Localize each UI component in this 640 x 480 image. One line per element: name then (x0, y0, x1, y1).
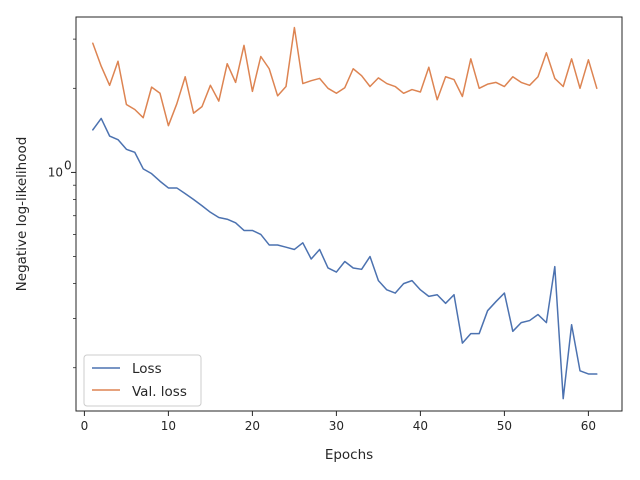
x-tick-label: 10 (161, 419, 176, 433)
x-tick-label: 50 (497, 419, 512, 433)
plot-background (76, 17, 622, 411)
series-layer (92, 26, 598, 400)
legend-label-val-loss: Val. loss (132, 384, 187, 400)
series-line-loss (92, 117, 598, 400)
y-axis-label: Negative log-likelihood (14, 137, 30, 292)
x-tick-label: 0 (81, 419, 89, 433)
x-tick-label: 40 (413, 419, 428, 433)
plot-frame (75, 16, 623, 412)
legend-label-loss: Loss (132, 361, 162, 377)
y-tick-exponent: 0 (64, 158, 72, 172)
series-line-val-loss (92, 26, 598, 127)
x-tick-label: 20 (245, 419, 260, 433)
x-axis-label: Epochs (325, 447, 373, 463)
x-tick-label: 60 (581, 419, 596, 433)
y-tick-label: 10 (48, 165, 63, 179)
legend: Loss Val. loss (83, 354, 202, 407)
y-axis-ticks: 10 0 (48, 38, 76, 369)
x-tick-label: 30 (329, 419, 344, 433)
x-axis-ticks: 0 10 20 30 40 50 60 (81, 411, 596, 433)
